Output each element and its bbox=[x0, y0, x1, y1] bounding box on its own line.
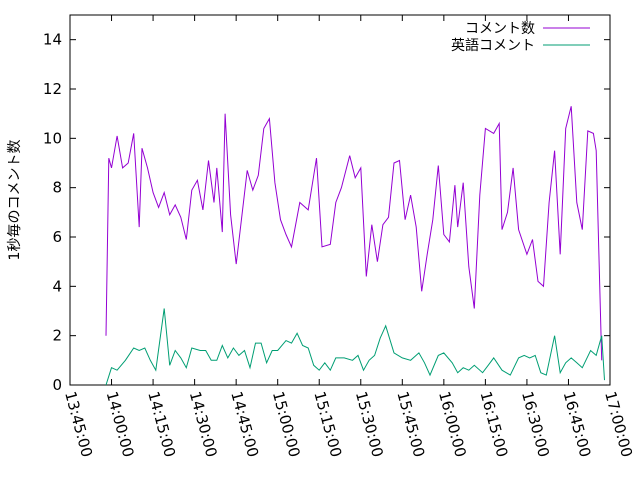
x-tick-label: 17:00:00 bbox=[601, 389, 636, 459]
y-tick-label: 8 bbox=[52, 179, 62, 197]
y-tick-label: 14 bbox=[43, 31, 62, 49]
x-tick-label: 14:15:00 bbox=[144, 389, 179, 459]
x-tick-label: 14:30:00 bbox=[186, 389, 221, 459]
x-tick-label: 16:00:00 bbox=[435, 389, 470, 459]
series-line-1 bbox=[105, 106, 603, 361]
plot-frame bbox=[69, 14, 611, 386]
x-tick-label: 14:45:00 bbox=[227, 389, 262, 459]
y-tick-label: 0 bbox=[52, 376, 62, 394]
x-tick-label: 15:45:00 bbox=[393, 389, 428, 459]
series-group bbox=[105, 106, 605, 386]
y-tick-label: 10 bbox=[43, 129, 62, 147]
legend-entry-label: コメント数 bbox=[465, 21, 535, 37]
x-axis: 13:45:00 14:00:00 14:15:00 14:30:00 14:45:00… bbox=[61, 15, 636, 459]
x-tick-label: 16:45:00 bbox=[560, 389, 595, 459]
x-tick-label: 16:30:00 bbox=[518, 389, 553, 459]
x-tick-label: 13:45:00 bbox=[61, 389, 96, 459]
y-axis-label: 1秒毎のコメント数 bbox=[7, 140, 23, 261]
x-tick-label: 15:15:00 bbox=[310, 389, 345, 459]
y-tick-label: 2 bbox=[52, 327, 62, 345]
y-tick-label: 4 bbox=[52, 277, 62, 295]
legend-entry-label: 英語コメント bbox=[451, 37, 535, 54]
y-axis: 0 2 4 6 8 10 12 14 bbox=[43, 31, 610, 394]
y-tick-label: 12 bbox=[43, 80, 62, 98]
y-tick-label: 6 bbox=[52, 228, 62, 246]
x-tick-label: 16:15:00 bbox=[477, 389, 512, 459]
series-line-2 bbox=[105, 308, 605, 386]
x-tick-label: 14:00:00 bbox=[103, 389, 138, 459]
x-tick-label: 15:00:00 bbox=[269, 389, 304, 459]
x-tick-label: 15:30:00 bbox=[352, 389, 387, 459]
